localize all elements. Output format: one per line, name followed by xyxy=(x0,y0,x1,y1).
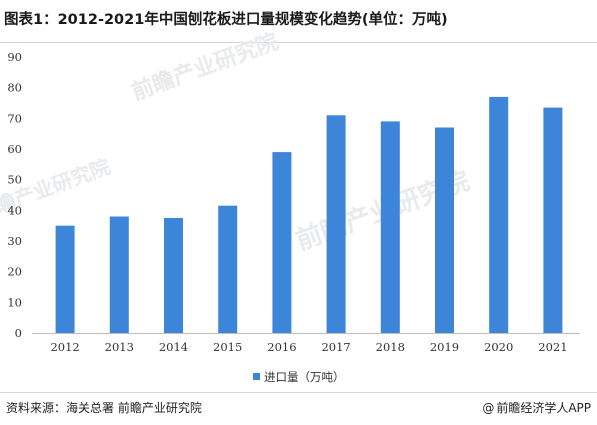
y-tick-label: 50 xyxy=(7,173,22,187)
bar-2015 xyxy=(218,205,238,333)
y-axis: 0 10 20 30 40 50 60 70 80 90 xyxy=(7,50,22,340)
bar-2019 xyxy=(435,127,454,333)
source-note: 资料来源：海关总署 前瞻产业研究院 xyxy=(6,401,202,415)
bar-chart: 前瞻产业研究院前瞻产业研究院前瞻产业研究院 010203040506070809… xyxy=(0,29,580,384)
y-tick-label: 80 xyxy=(7,81,22,95)
y-tick-label: 10 xyxy=(7,295,22,309)
y-tick-label: 90 xyxy=(7,50,22,64)
bar-2012 xyxy=(55,225,75,333)
x-tick-label: 2016 xyxy=(267,340,296,354)
x-tick-label: 2018 xyxy=(376,340,405,354)
y-tick-label: 40 xyxy=(7,203,22,217)
at-icon: @ xyxy=(482,400,495,415)
bar-2021 xyxy=(543,107,563,333)
x-tick-label: 2013 xyxy=(105,340,134,354)
bar-2016 xyxy=(272,152,292,333)
title-divider xyxy=(0,42,597,43)
bars xyxy=(55,96,563,334)
x-tick-label: 2014 xyxy=(159,340,188,354)
bar-2014 xyxy=(164,218,183,333)
chart-title: 图表1：2012-2021年中国刨花板进口量规模变化趋势(单位：万吨) xyxy=(4,12,448,28)
bar-2018 xyxy=(380,121,400,334)
legend-label: 进口量（万吨） xyxy=(264,370,345,384)
y-tick-label: 0 xyxy=(15,326,22,340)
legend: 进口量（万吨） xyxy=(253,370,345,384)
x-axis: 2012 2013 2014 2015 2016 2017 2018 2019 2020 2021 xyxy=(32,333,580,354)
y-tick-label: 30 xyxy=(7,234,22,248)
bar-2020 xyxy=(489,96,509,334)
x-tick-label: 2012 xyxy=(50,340,79,354)
y-tick-label: 20 xyxy=(7,265,22,279)
footer-divider xyxy=(0,392,597,393)
x-tick-label: 2017 xyxy=(321,340,350,354)
x-tick-label: 2020 xyxy=(484,340,513,354)
watermark-text: 前瞻产业研究院 xyxy=(128,29,282,106)
bar-2013 xyxy=(109,216,129,333)
x-tick-label: 2021 xyxy=(538,340,567,354)
x-tick-label: 2015 xyxy=(213,340,242,354)
bar-2017 xyxy=(326,115,346,333)
legend-swatch xyxy=(253,373,260,380)
x-tick-label: 2019 xyxy=(430,340,459,354)
y-tick-label: 60 xyxy=(7,142,22,156)
y-tick-label: 70 xyxy=(7,111,22,125)
credit-text: 前瞻经济学人APP xyxy=(496,401,591,415)
credit: @ 前瞻经济学人APP xyxy=(482,399,591,416)
